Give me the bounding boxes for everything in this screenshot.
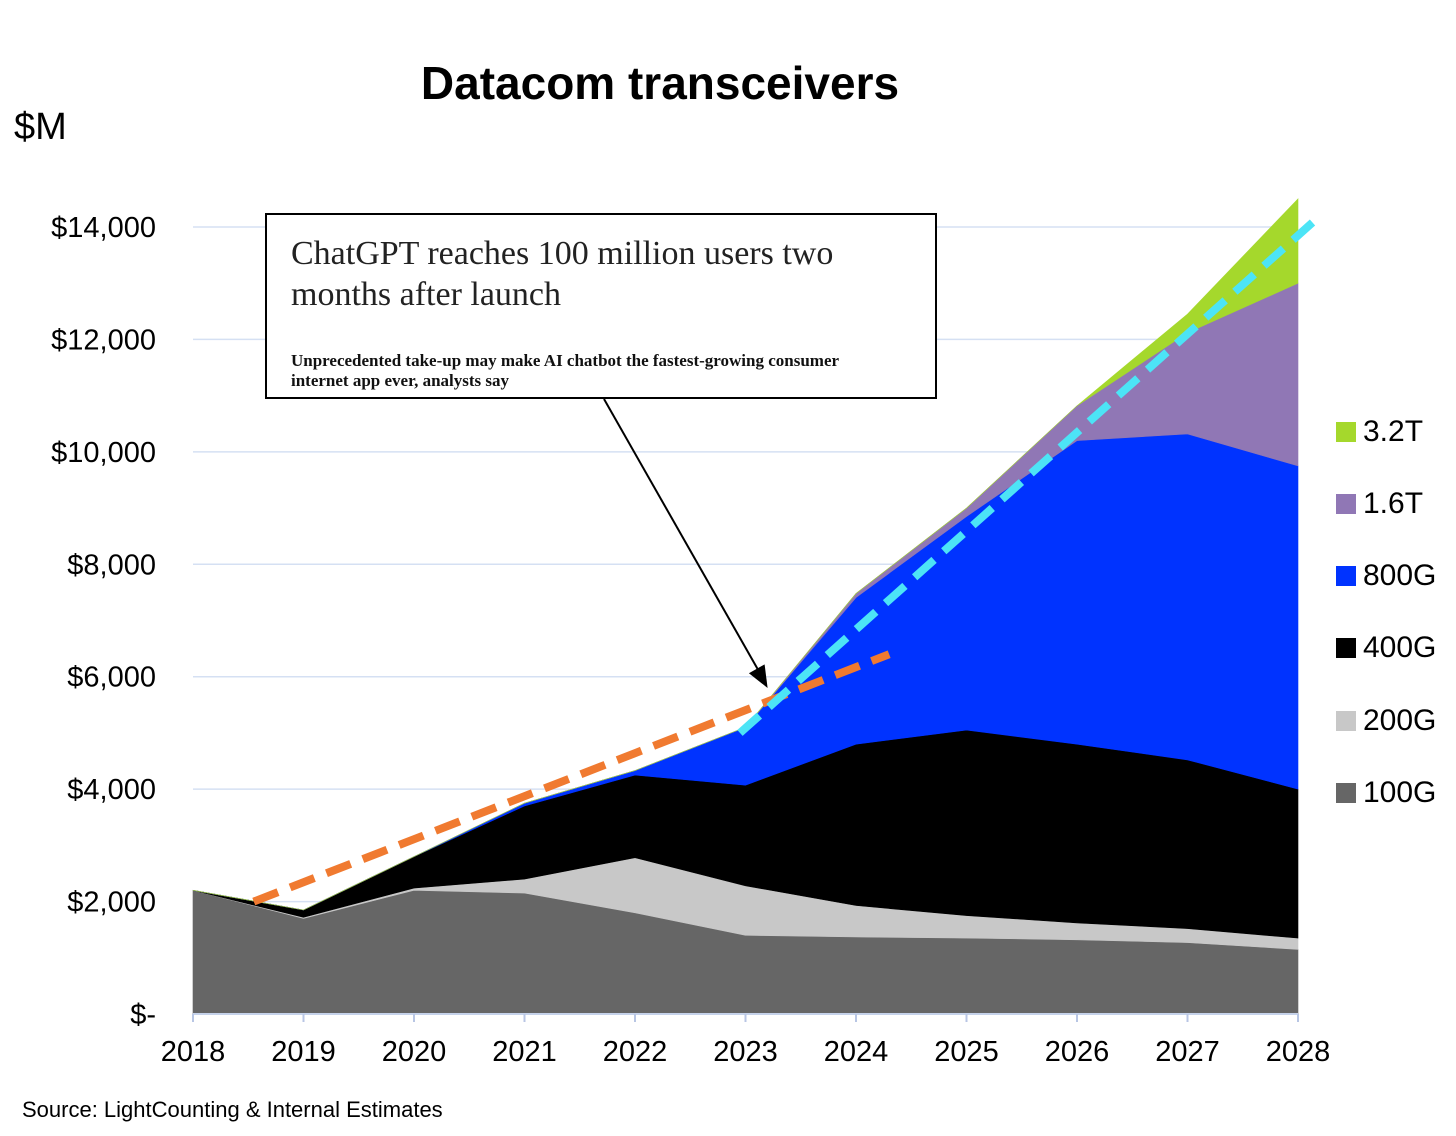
y-tick-label: $14,000 — [51, 212, 156, 244]
x-tick-label: 2028 — [1266, 1036, 1331, 1068]
legend-label: 100G — [1363, 776, 1437, 809]
y-tick-label: $- — [130, 999, 156, 1031]
legend-swatch — [1336, 494, 1356, 514]
callout-subheadline: Unprecedented take-up may make AI chatbo… — [291, 351, 839, 390]
legend-item: 400G — [1336, 628, 1436, 668]
annotation-arrow — [603, 398, 768, 688]
x-tick-label: 2024 — [824, 1036, 889, 1068]
legend-label: 3.2T — [1363, 415, 1424, 448]
legend-item: 200G — [1336, 701, 1436, 741]
stacked-areas — [192, 198, 1299, 1015]
trend-lines — [252, 212, 1323, 906]
legend-swatch — [1336, 638, 1356, 658]
y-tick-label: $2,000 — [67, 887, 156, 919]
legend-swatch — [1336, 566, 1356, 586]
legend-item: 3.2T — [1336, 412, 1423, 452]
x-tick-label: 2022 — [603, 1036, 668, 1068]
y-tick-label: $10,000 — [51, 437, 156, 469]
x-tick-label: 2023 — [713, 1036, 778, 1068]
y-unit-label: $M — [14, 106, 67, 148]
legend-label: 1.6T — [1363, 487, 1424, 520]
legend-item: 100G — [1336, 773, 1436, 813]
chart-title: Datacom transceivers — [420, 57, 900, 109]
arrow-shaft — [603, 398, 763, 677]
area-series-3-2t — [192, 198, 1299, 911]
arrow-head — [748, 664, 768, 688]
legend-swatch — [1336, 422, 1356, 442]
legend-item: 800G — [1336, 556, 1436, 596]
legend-label: 400G — [1363, 631, 1437, 664]
annotation-callout-box: ChatGPT reaches 100 million users two mo… — [265, 213, 937, 399]
x-tick-label: 2019 — [271, 1036, 336, 1068]
callout-headline: ChatGPT reaches 100 million users two mo… — [291, 235, 834, 313]
x-tick-label: 2021 — [492, 1036, 557, 1068]
y-tick-label: $6,000 — [67, 662, 156, 694]
x-tick-label: 2020 — [382, 1036, 447, 1068]
y-tick-label: $8,000 — [67, 549, 156, 581]
trend-line-cyan — [737, 212, 1323, 736]
legend-label: 200G — [1363, 704, 1437, 737]
x-tick-label: 2027 — [1155, 1036, 1220, 1068]
y-tick-label: $12,000 — [51, 324, 156, 356]
legend-label: 800G — [1363, 559, 1437, 592]
axes: $- $2,000 $4,000 $6,000 $8,000 $10,000 $12,000… — [51, 212, 1330, 1068]
x-tick-label: 2025 — [934, 1036, 999, 1068]
x-tick-label: 2018 — [161, 1036, 226, 1068]
x-tick-label: 2026 — [1045, 1036, 1110, 1068]
legend-swatch — [1336, 783, 1356, 803]
legend-swatch — [1336, 711, 1356, 731]
y-tick-label: $4,000 — [67, 774, 156, 806]
legend-item: 1.6T — [1336, 484, 1423, 524]
source-note: Source: LightCounting & Internal Estimat… — [22, 1097, 443, 1122]
